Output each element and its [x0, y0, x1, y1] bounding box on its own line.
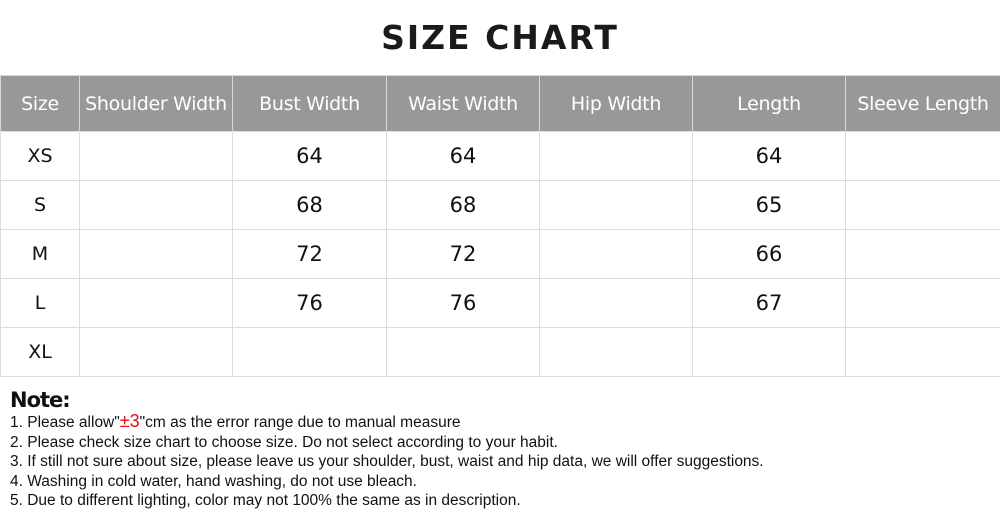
- table-row: S 68 68 65: [0, 180, 1000, 230]
- column-header: Size: [0, 75, 80, 132]
- size-cell: XS: [0, 131, 80, 181]
- measurement-cell: [692, 327, 846, 377]
- measurement-cell: 66: [692, 229, 846, 279]
- page-title: SIZE CHART: [381, 18, 619, 57]
- measurement-cell: [845, 327, 1000, 377]
- size-cell: S: [0, 180, 80, 230]
- note-item: 1. Please allow"±3"cm as the error range…: [10, 411, 764, 433]
- measurement-cell: 64: [232, 131, 387, 181]
- column-header: Waist Width: [386, 75, 540, 132]
- table-row: XS 64 64 64: [0, 131, 1000, 181]
- measurement-cell: [79, 180, 233, 230]
- column-header: Sleeve Length: [845, 75, 1000, 132]
- size-chart-table: Size Shoulder Width Bust Width Waist Width H…: [0, 75, 1000, 377]
- notes-section: Note: 1. Please allow"±3"cm as the error…: [10, 388, 764, 511]
- column-header: Shoulder Width: [79, 75, 233, 132]
- table-row: L 76 76 67: [0, 278, 1000, 328]
- measurement-cell: 76: [232, 278, 387, 328]
- measurement-cell: 76: [386, 278, 540, 328]
- table-header-row: Size Shoulder Width Bust Width Waist Width H…: [0, 75, 1000, 132]
- measurement-cell: 72: [386, 229, 540, 279]
- measurement-cell: [232, 327, 387, 377]
- measurement-cell: [79, 327, 233, 377]
- measurement-cell: [386, 327, 540, 377]
- column-header: Hip Width: [539, 75, 693, 132]
- measurement-cell: [845, 229, 1000, 279]
- measurement-cell: 64: [692, 131, 846, 181]
- measurement-cell: 68: [232, 180, 387, 230]
- measurement-cell: [539, 278, 693, 328]
- measurement-cell: [79, 278, 233, 328]
- tolerance-highlight: ±3: [119, 411, 140, 431]
- measurement-cell: [845, 180, 1000, 230]
- note-item: 3. If still not sure about size, please …: [10, 453, 764, 470]
- column-header: Length: [692, 75, 846, 132]
- size-cell: XL: [0, 327, 80, 377]
- size-cell: L: [0, 278, 80, 328]
- column-header: Bust Width: [232, 75, 387, 132]
- measurement-cell: 65: [692, 180, 846, 230]
- note-text: "cm as the error range due to manual mea…: [139, 414, 461, 431]
- measurement-cell: 64: [386, 131, 540, 181]
- measurement-cell: 72: [232, 229, 387, 279]
- measurement-cell: [79, 229, 233, 279]
- note-text: 1. Please allow": [10, 414, 120, 431]
- measurement-cell: 67: [692, 278, 846, 328]
- note-item: 5. Due to different lighting, color may …: [10, 492, 521, 509]
- size-cell: M: [0, 229, 80, 279]
- measurement-cell: [539, 327, 693, 377]
- measurement-cell: [539, 180, 693, 230]
- table-row: M 72 72 66: [0, 229, 1000, 279]
- measurement-cell: [845, 131, 1000, 181]
- note-item: 2. Please check size chart to choose siz…: [10, 433, 558, 451]
- notes-title: Note:: [10, 388, 71, 412]
- measurement-cell: 68: [386, 180, 540, 230]
- measurement-cell: [539, 229, 693, 279]
- measurement-cell: [79, 131, 233, 181]
- measurement-cell: [539, 131, 693, 181]
- table-row: XL: [0, 327, 1000, 377]
- note-item: 4. Washing in cold water, hand washing, …: [10, 472, 417, 490]
- measurement-cell: [845, 278, 1000, 328]
